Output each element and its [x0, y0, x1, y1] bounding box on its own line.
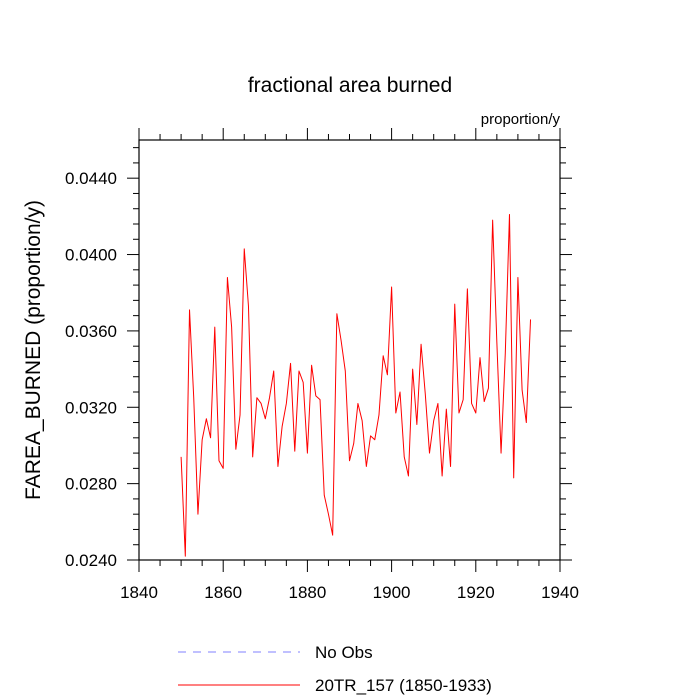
- legend: No Obs 20TR_157 (1850-1933): [178, 643, 492, 695]
- y-tick-label: 0.0360: [65, 322, 117, 341]
- x-tick-label: 1880: [288, 583, 326, 602]
- y-axis-label: FAREA_BURNED (proportion/y): [22, 200, 45, 500]
- x-tick-label: 1840: [120, 583, 158, 602]
- x-tick-label: 1900: [373, 583, 411, 602]
- y-tick-label: 0.0280: [65, 475, 117, 494]
- legend-label-no-obs: No Obs: [315, 643, 373, 662]
- series-line-20tr-157: [180, 213, 532, 557]
- x-tick-labels: 1840 1860 1880 1900 1920 1940: [120, 583, 579, 602]
- y-tick-label: 0.0400: [65, 246, 117, 265]
- x-tick-label: 1860: [204, 583, 242, 602]
- chart-title: fractional area burned: [248, 74, 452, 97]
- series-group: [180, 213, 532, 557]
- axis-ticks: [127, 128, 572, 572]
- y-tick-label: 0.0440: [65, 169, 117, 188]
- y-tick-label: 0.0240: [65, 551, 117, 570]
- x-tick-label: 1920: [457, 583, 495, 602]
- y-tick-label: 0.0320: [65, 398, 117, 417]
- units-label: proportion/y: [481, 111, 561, 128]
- legend-label-20tr-157: 20TR_157 (1850-1933): [315, 676, 492, 695]
- x-tick-label: 1940: [541, 583, 579, 602]
- y-tick-labels: 0.0240 0.0280 0.0320 0.0360 0.0400 0.0440: [65, 169, 117, 570]
